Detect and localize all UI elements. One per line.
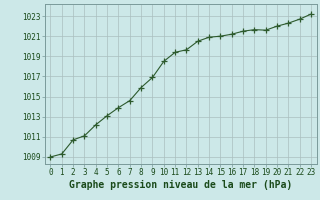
X-axis label: Graphe pression niveau de la mer (hPa): Graphe pression niveau de la mer (hPa) xyxy=(69,180,292,190)
